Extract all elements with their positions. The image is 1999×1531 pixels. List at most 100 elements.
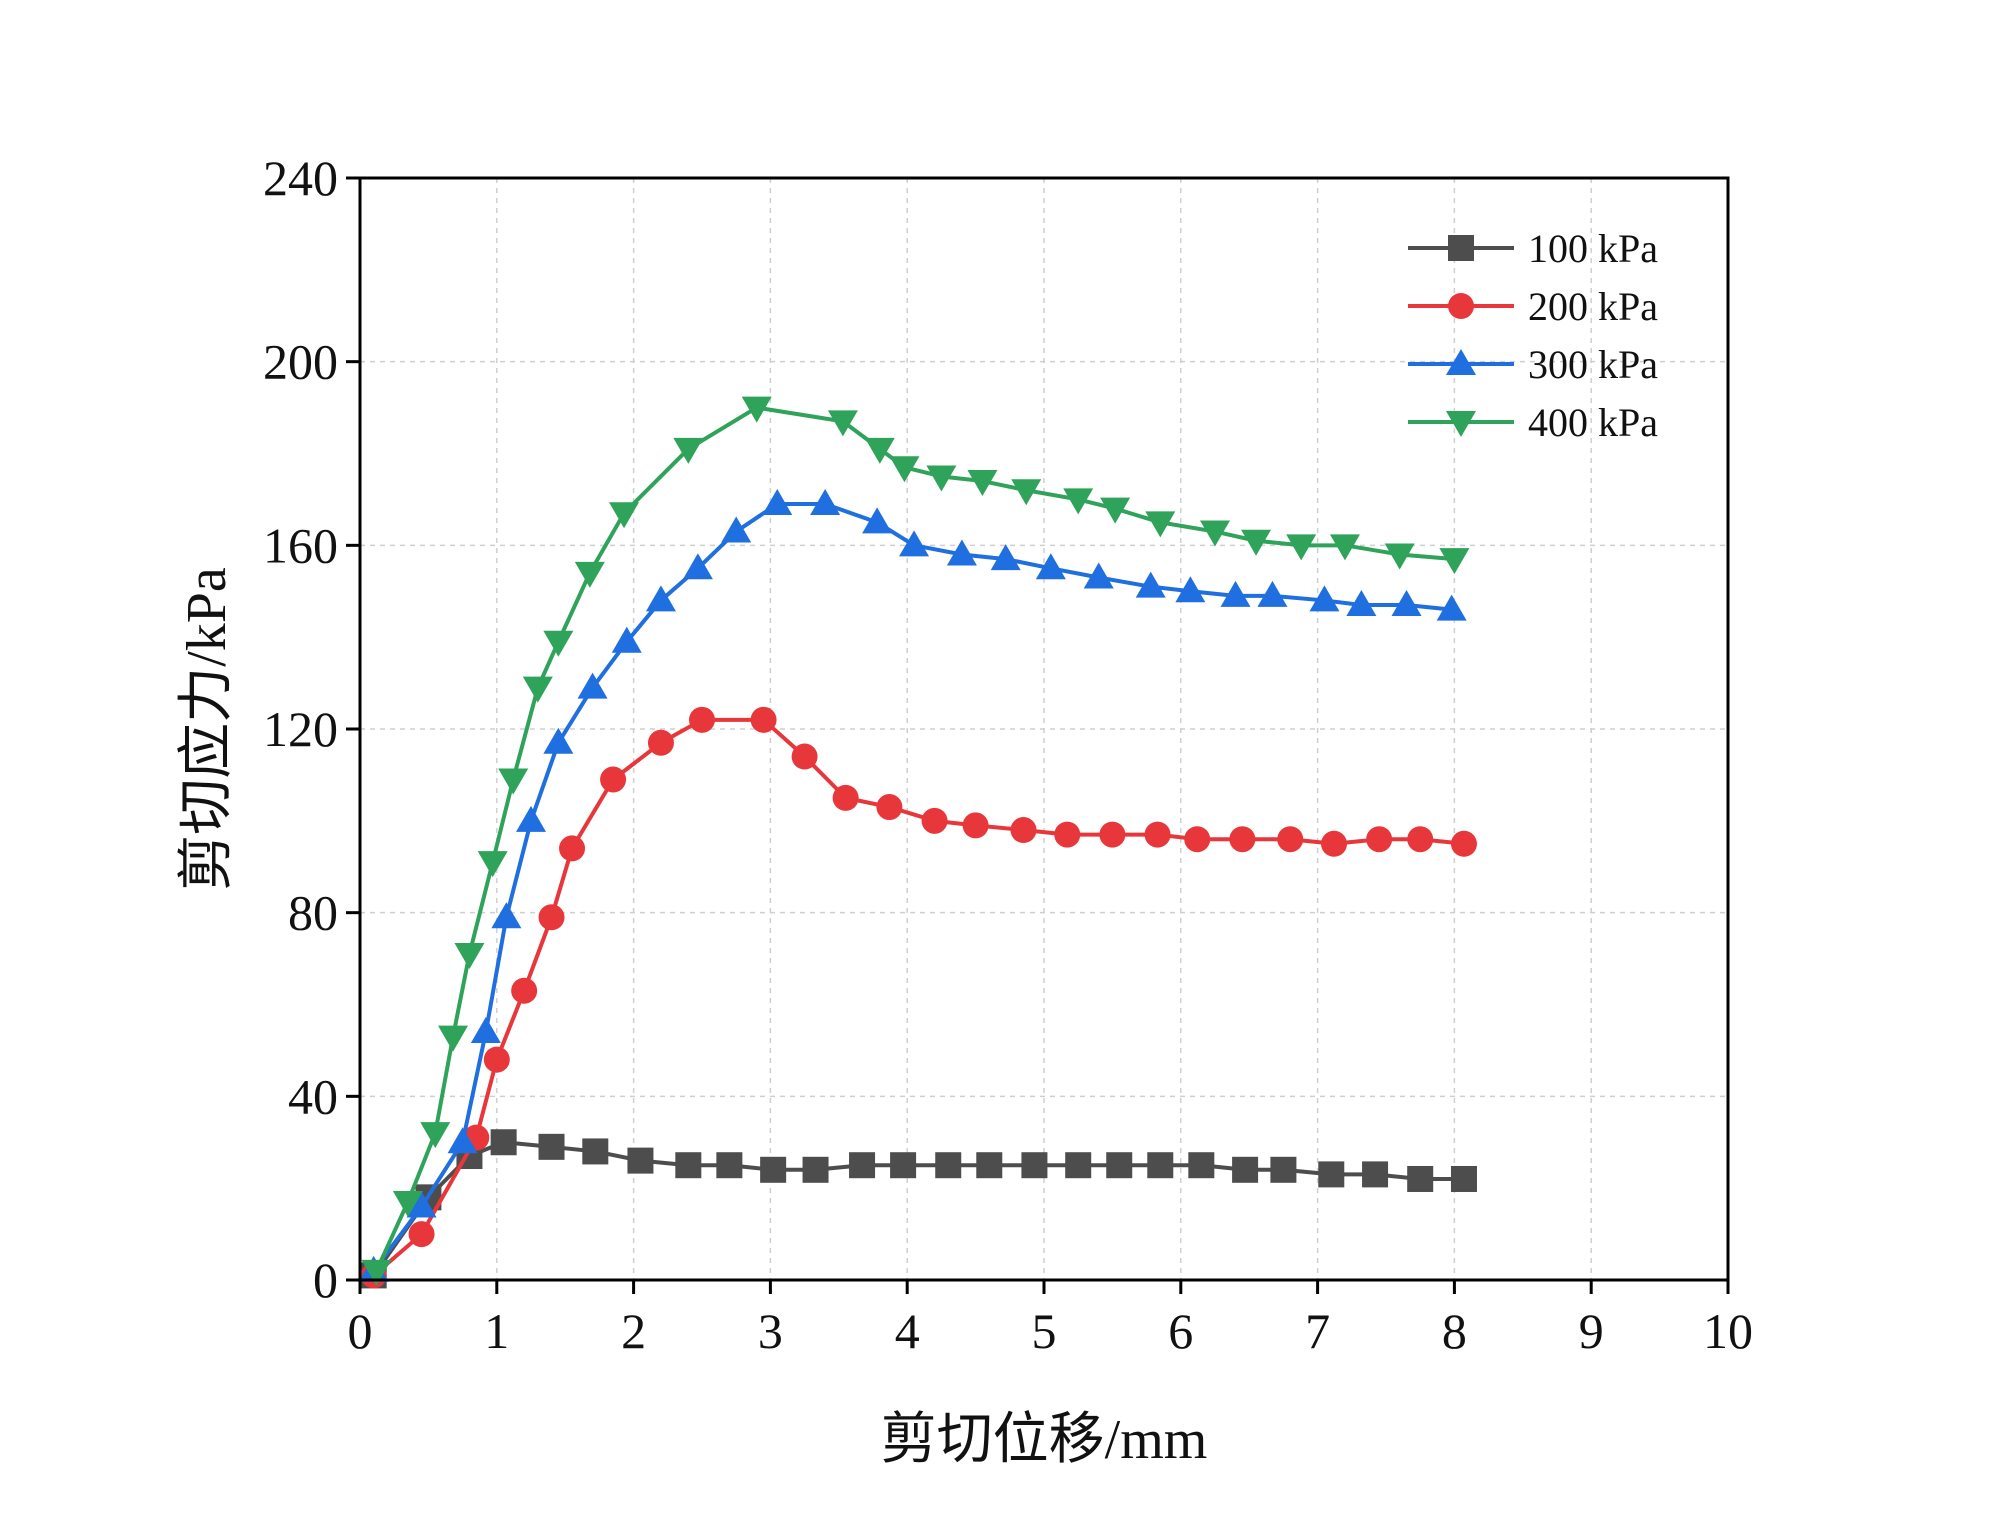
x-tick-label: 10 [1703,1303,1753,1359]
data-point [921,807,948,834]
legend-label: 400 kPa [1528,400,1658,445]
legend-item: 100 kPa [1408,226,1658,271]
data-point [1407,826,1434,853]
data-point [1184,826,1211,853]
data-point [962,812,989,839]
data-point [1407,1165,1434,1192]
series-2 [360,706,1477,1289]
x-tick-label: 0 [348,1303,373,1359]
data-point [762,489,793,516]
data-point [716,1152,743,1179]
data-point [721,516,752,543]
data-point [926,465,957,492]
data-point [673,437,704,464]
x-tick-label: 7 [1305,1303,1330,1359]
data-point [543,727,574,754]
data-point [1450,1165,1477,1192]
data-point [1145,511,1176,538]
data-point [1384,543,1415,570]
data-point [1099,821,1126,848]
data-point [522,676,553,703]
data-point [802,1156,829,1183]
data-point [1011,479,1042,506]
data-point [1147,1152,1174,1179]
y-tick-label: 0 [313,1252,338,1308]
data-point [675,1152,702,1179]
data-point [577,672,608,699]
data-point [470,1017,501,1044]
legend-marker [1448,235,1474,261]
x-tick-label: 9 [1579,1303,1604,1359]
x-tick-label: 2 [621,1303,646,1359]
data-point [935,1152,962,1179]
data-point [1436,594,1467,621]
data-point [645,585,676,612]
legend-label: 200 kPa [1528,284,1658,329]
x-tick-label: 5 [1032,1303,1057,1359]
data-point [600,766,627,793]
data-point [406,1191,437,1218]
data-point [438,1025,469,1052]
data-point [627,1147,654,1174]
data-point [582,1138,609,1165]
data-point [447,1127,478,1154]
data-point [1106,1152,1133,1179]
data-point [862,507,893,534]
data-point [689,706,715,733]
data-point [967,470,998,497]
data-point [1391,590,1422,617]
data-point [1309,585,1340,612]
data-point [1241,529,1272,556]
y-tick-label: 80 [288,885,338,941]
data-point [559,835,586,862]
data-point [574,561,605,588]
data-point [864,437,895,464]
data-point [1232,1156,1259,1183]
legend-item: 300 kPa [1408,342,1658,387]
series-line [372,502,1452,1273]
data-point [1286,534,1317,561]
y-axis-title: 剪切应力/kPa [176,567,238,891]
legend: 100 kPa 200 kPa 300 kPa 400 kPa [1408,226,1658,445]
data-point [498,768,529,795]
data-point [483,1046,510,1073]
y-tick-label: 120 [263,701,338,757]
data-point [976,1152,1003,1179]
data-point [810,489,841,516]
data-point [543,630,574,657]
data-point [990,544,1021,571]
data-point [1063,488,1094,515]
data-point [1065,1152,1092,1179]
grid-lines [360,178,1728,1280]
data-point [1362,1161,1389,1188]
data-point [1270,1156,1297,1183]
series-4 [361,396,1470,1286]
data-point [1229,826,1256,853]
data-point [760,1156,787,1183]
series-line [372,1140,1464,1277]
data-point [1329,534,1360,561]
data-point [1366,826,1393,853]
legend-marker [1448,293,1474,319]
series-line [374,405,1455,1272]
data-point [408,1221,435,1248]
series-lines [358,396,1477,1289]
data-point [454,942,485,969]
y-tick-label: 200 [263,334,338,390]
data-point [876,794,903,821]
y-tick-label: 40 [288,1068,338,1124]
data-point [538,904,565,931]
series-1 [360,1129,1477,1289]
legend-label: 100 kPa [1528,226,1658,271]
data-point [750,706,777,733]
data-point [1083,562,1114,589]
x-tick-label: 3 [758,1303,783,1359]
legend-item: 200 kPa [1408,284,1658,329]
data-point [392,1190,423,1217]
data-point [420,1122,451,1149]
x-tick-label: 8 [1442,1303,1467,1359]
data-point [1135,571,1166,598]
data-point [791,743,818,770]
legend-item: 400 kPa [1408,400,1658,445]
